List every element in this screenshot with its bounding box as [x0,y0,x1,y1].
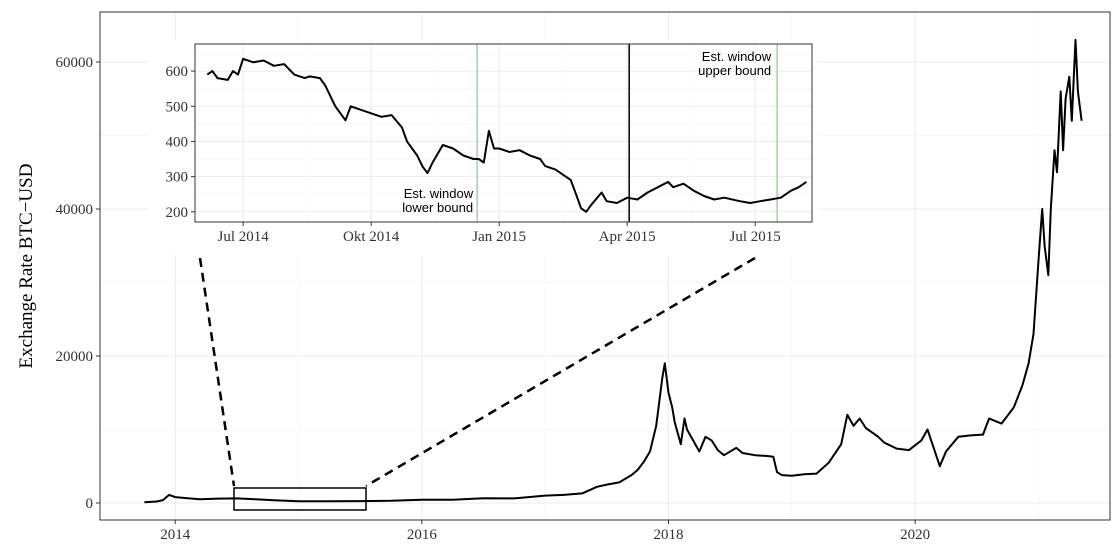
x-tick-label: Apr 2015 [599,229,656,245]
annotation: Est. window [404,186,474,201]
panel-border [194,43,813,223]
y-tick-label: 20000 [56,349,94,365]
x-tick-label: Jan 2015 [472,229,526,245]
y-tick-label: 400 [166,134,189,150]
panel [195,44,812,222]
x-tick-label: 2016 [407,527,438,543]
y-tick-label: 500 [166,99,189,115]
zoom-connector [198,257,236,487]
y-axis-label: Exchange Rate BTC−USD [16,164,37,369]
inset-chart: Jul 2014 Okt 2014 Jan 2015 Apr 2015 Jul 2015… [166,43,813,245]
zoom-connector [365,256,756,488]
x-tick-label: 2018 [654,527,684,543]
x-tick-label: 2014 [160,527,191,543]
annotation: lower bound [402,200,473,215]
y-tick-label: 600 [166,64,189,80]
price-line [206,57,807,213]
x-tick-label: Okt 2014 [343,229,400,245]
y-tick-label: 60000 [56,55,94,71]
panel-border [99,11,1111,521]
y-tick-label: 300 [166,170,189,186]
annotation: upper bound [698,63,771,78]
y-tick-label: 40000 [56,202,94,218]
y-tick-label: 0 [86,496,94,512]
x-tick-label: Jul 2015 [730,229,781,245]
price-line [144,38,1083,504]
annotation: Est. window [702,49,772,64]
y-tick-label: 200 [166,205,189,221]
x-tick-label: Jul 2014 [217,229,269,245]
zoom-box [233,487,367,511]
x-tick-label: 2020 [900,527,930,543]
